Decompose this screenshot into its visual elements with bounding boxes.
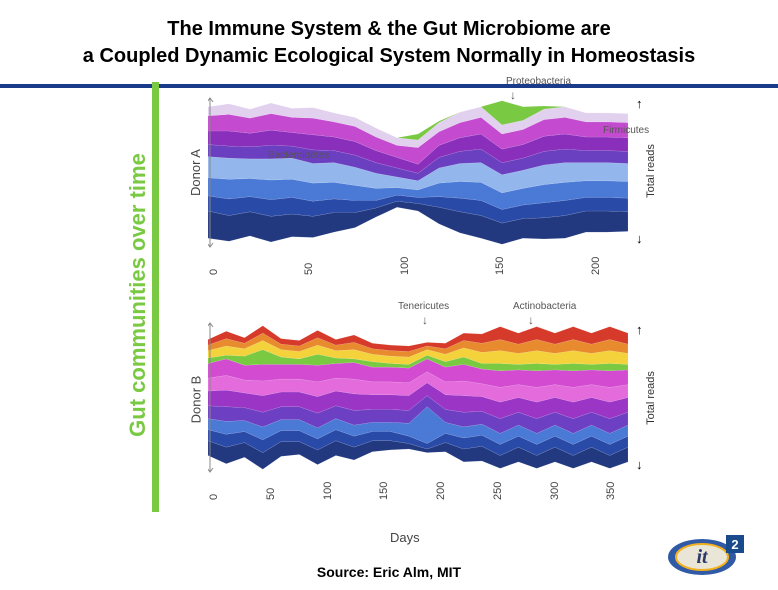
x-tick: 250 — [492, 482, 504, 500]
y-axis-title: Gut communities over time — [128, 80, 148, 510]
donor-b-label: Donor B — [188, 376, 203, 424]
x-tick: 100 — [322, 482, 334, 500]
panel-donor-b — [208, 315, 628, 480]
y-axis-title-text: Gut communities over time — [125, 153, 151, 437]
reads-arrows-a: ↑↓ — [636, 96, 643, 246]
callout-arrow-icon: ↓ — [422, 313, 428, 327]
x-tick: 200 — [590, 257, 602, 275]
x-tick: 200 — [435, 482, 447, 500]
callout-label: Tenericutes — [398, 301, 449, 312]
x-tick: 50 — [303, 263, 315, 275]
svg-text:it: it — [696, 546, 709, 568]
x-tick: 0 — [208, 494, 220, 500]
x-tick: 0 — [208, 269, 220, 275]
title-text: The Immune System & the Gut Microbiome a… — [8, 16, 770, 70]
stacked-area-donor-b — [208, 315, 628, 480]
x-tick: 350 — [605, 482, 617, 500]
x-tick: 50 — [265, 488, 277, 500]
callout-label: Proteobacteria — [506, 76, 571, 87]
callout-label: Firmicutes — [603, 125, 649, 136]
callout-label: Actinobacteria — [513, 301, 576, 312]
callout-label: Bacteroidetes — [268, 150, 329, 161]
donor-a-label: Donor A — [188, 149, 203, 196]
it2-logo: it 2 — [664, 529, 754, 584]
x-axis-title: Days — [390, 530, 420, 545]
reads-label-a: Total reads — [645, 144, 657, 198]
x-tick: 300 — [549, 482, 561, 500]
callout-arrow-icon: ↓ — [510, 88, 516, 102]
reads-label-b: Total reads — [645, 371, 657, 425]
reads-arrows-b: ↑↓ — [636, 322, 643, 472]
svg-text:2: 2 — [731, 537, 738, 552]
source-text: Source: Eric Alm, MIT — [0, 564, 778, 580]
panel-donor-a — [208, 90, 628, 255]
stacked-area-donor-a — [208, 90, 628, 255]
title-bar: The Immune System & the Gut Microbiome a… — [0, 0, 778, 88]
x-tick: 150 — [378, 482, 390, 500]
title-line1: The Immune System & the Gut Microbiome a… — [167, 18, 610, 40]
x-tick: 150 — [494, 257, 506, 275]
y-axis-accent-bar — [152, 82, 159, 512]
callout-arrow-icon: ↓ — [528, 313, 534, 327]
x-tick: 100 — [399, 257, 411, 275]
title-line2: a Coupled Dynamic Ecological System Norm… — [83, 45, 695, 67]
